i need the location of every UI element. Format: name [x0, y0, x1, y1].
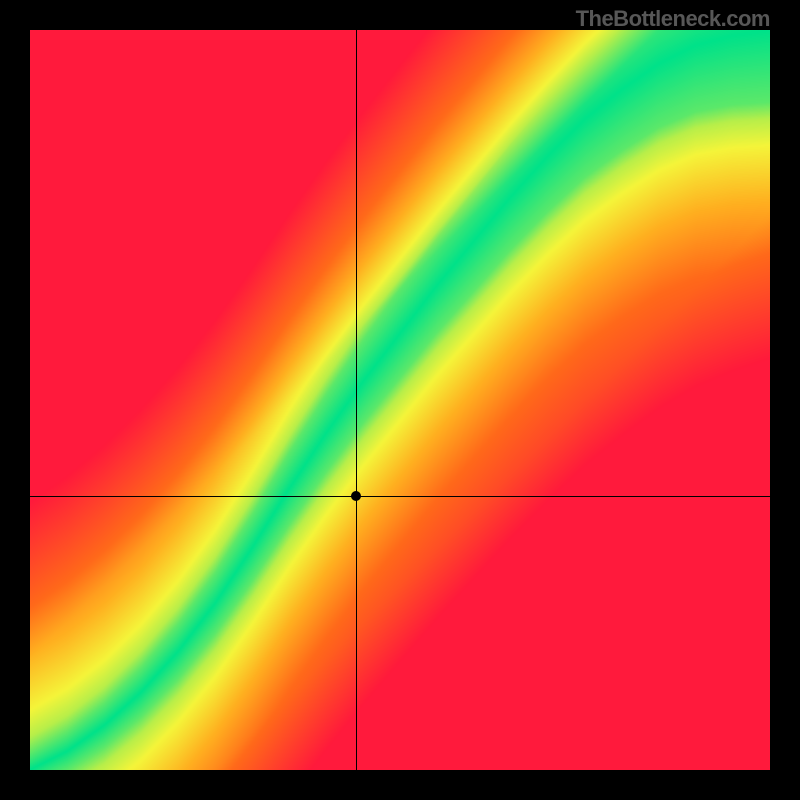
chart-container: TheBottleneck.com — [0, 0, 800, 800]
heatmap-canvas — [30, 30, 770, 770]
marker-dot — [351, 491, 361, 501]
crosshair-vertical — [356, 30, 357, 770]
watermark-text: TheBottleneck.com — [576, 6, 770, 32]
crosshair-horizontal — [30, 496, 770, 497]
plot-area — [30, 30, 770, 770]
